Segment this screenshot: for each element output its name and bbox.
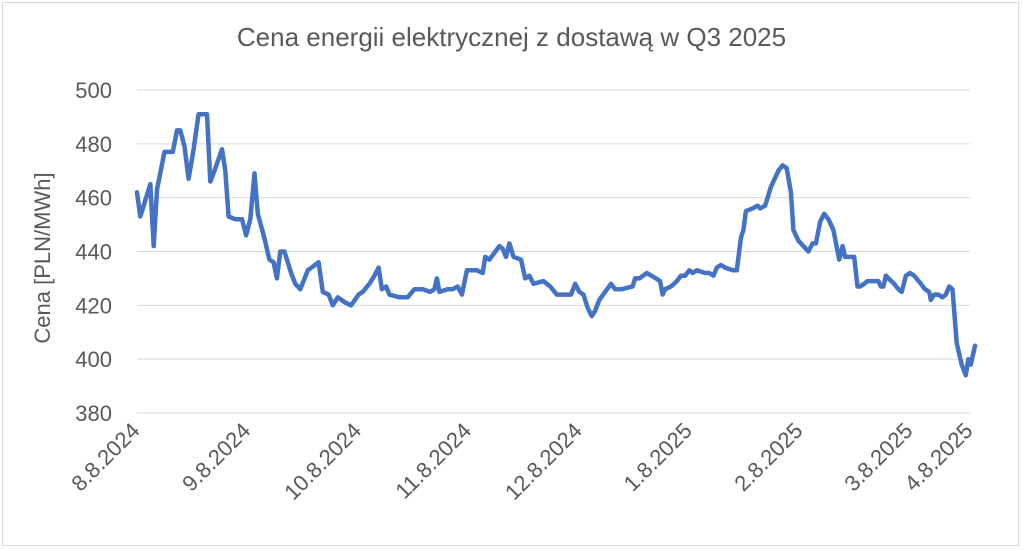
y-tick-label: 420: [75, 293, 112, 318]
x-tick-label: 11.8.2024: [390, 418, 476, 504]
y-tick-label: 460: [75, 186, 112, 211]
x-tick-label: 12.8.2024: [500, 418, 587, 505]
x-tick-label: 2.8.2025: [729, 418, 807, 496]
series-lines: [134, 111, 978, 378]
x-tick-label: 9.8.2024: [177, 418, 255, 496]
series-line: [134, 111, 978, 378]
x-tick-label: 10.8.2024: [279, 418, 366, 505]
y-tick-label: 440: [75, 240, 112, 265]
gridlines: [137, 89, 970, 414]
x-tick-label: 1.8.2025: [619, 418, 697, 496]
y-tick-label: 380: [75, 401, 112, 426]
chart-title: Cena energii elektrycznej z dostawą w Q3…: [236, 22, 787, 52]
y-tick-labels: 380 400 420 440 460 480 500: [75, 78, 112, 426]
y-tick-label: 400: [75, 347, 112, 372]
y-tick-label: 480: [75, 132, 112, 157]
y-tick-label: 500: [75, 78, 112, 103]
x-tick-label: 8.8.2024: [66, 418, 144, 496]
x-tick-labels: 8.8.2024 9.8.2024 10.8.2024 11.8.2024 12.8.2…: [66, 418, 977, 505]
